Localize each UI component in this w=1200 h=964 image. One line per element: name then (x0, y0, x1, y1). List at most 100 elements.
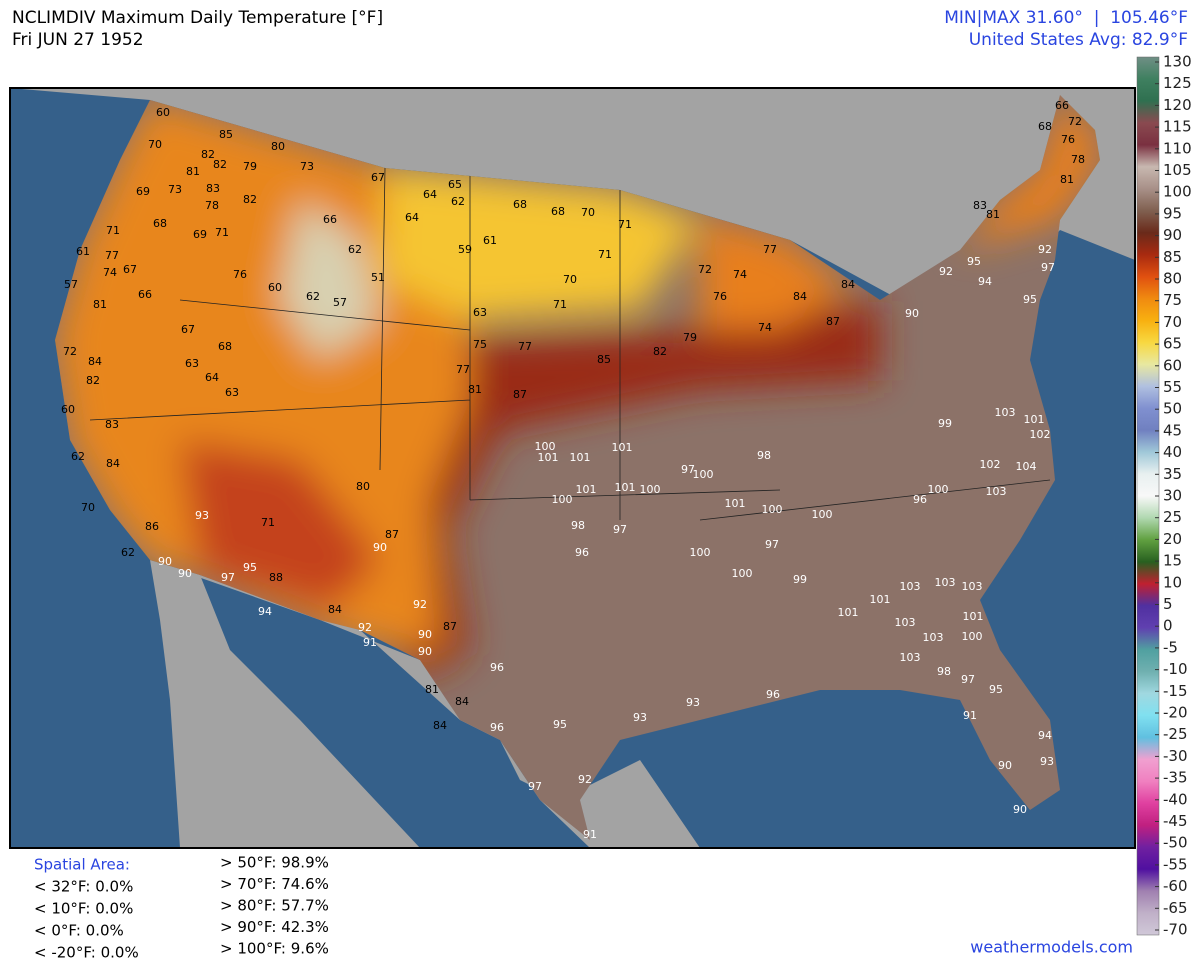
station-value: 71 (618, 218, 632, 231)
us-temperature-field (55, 95, 1100, 840)
station-value: 101 (538, 451, 559, 464)
station-value: 70 (581, 206, 595, 219)
station-value: 67 (181, 323, 195, 336)
station-value: 82 (243, 193, 257, 206)
station-value: 60 (61, 403, 75, 416)
station-value: 76 (713, 290, 727, 303)
station-value: 81 (986, 208, 1000, 221)
station-value: 91 (583, 828, 597, 841)
colorbar-label: -40 (1163, 790, 1188, 808)
station-value: 103 (962, 580, 983, 593)
colorbar-label: -25 (1163, 725, 1188, 743)
station-value: 104 (1016, 460, 1037, 473)
colorbar-label: 10 (1163, 573, 1182, 591)
station-value: 64 (423, 188, 437, 201)
station-value: 71 (598, 248, 612, 261)
station-value: 85 (219, 128, 233, 141)
station-value: 101 (1024, 413, 1045, 426)
colorbar-label: 90 (1163, 226, 1182, 244)
colorbar-label: 50 (1163, 400, 1182, 418)
station-value: 57 (64, 278, 78, 291)
station-value: 80 (271, 140, 285, 153)
station-value: 100 (690, 546, 711, 559)
colorbar-label: -15 (1163, 682, 1188, 700)
station-value: 51 (371, 271, 385, 284)
station-value: 103 (995, 406, 1016, 419)
station-value: 62 (451, 195, 465, 208)
station-value: 90 (905, 307, 919, 320)
colorbar-label: -20 (1163, 704, 1188, 722)
station-value: 87 (826, 315, 840, 328)
colorbar: 1301251201151101051009590858075706560555… (1136, 53, 1192, 939)
station-value: 68 (551, 205, 565, 218)
station-value: 86 (145, 520, 159, 533)
colorbar-label: 70 (1163, 313, 1182, 331)
stat-below: < -20°F: 0.0% (34, 944, 139, 961)
map-frame (9, 87, 1136, 849)
station-value: 83 (105, 418, 119, 431)
colorbar-label: 35 (1163, 465, 1182, 483)
station-value: 66 (323, 213, 337, 226)
colorbar-label: -50 (1163, 834, 1188, 852)
station-value: 81 (93, 298, 107, 311)
station-value: 66 (1055, 99, 1069, 112)
station-value: 83 (973, 199, 987, 212)
station-value: 97 (528, 780, 542, 793)
station-value: 100 (962, 630, 983, 643)
station-value: 68 (153, 217, 167, 230)
station-value: 93 (195, 509, 209, 522)
station-value: 100 (640, 483, 661, 496)
station-value: 64 (405, 211, 419, 224)
station-value: 101 (725, 497, 746, 510)
station-value: 99 (938, 417, 952, 430)
station-value: 76 (233, 268, 247, 281)
colorbar-label: 40 (1163, 443, 1182, 461)
colorbar-label: 110 (1163, 139, 1192, 157)
colorbar-label: 105 (1163, 161, 1192, 179)
station-value: 72 (63, 345, 77, 358)
colorbar-label: 80 (1163, 270, 1182, 288)
colorbar-label: 75 (1163, 291, 1182, 309)
station-value: 96 (490, 661, 504, 674)
station-value: 103 (986, 485, 1007, 498)
state-borders (89, 167, 1051, 521)
colorbar-label: -45 (1163, 812, 1188, 830)
station-value: 95 (989, 683, 1003, 696)
station-value: 61 (76, 245, 90, 258)
station-value: 94 (1038, 729, 1052, 742)
colorbar-label: 20 (1163, 530, 1182, 548)
station-value: 87 (513, 388, 527, 401)
station-value: 94 (258, 605, 272, 618)
stat-above: > 100°F: 9.6% (220, 940, 329, 958)
station-value: 84 (328, 603, 342, 616)
colorbar-label: 130 (1163, 53, 1192, 71)
date: Fri JUN 27 1952 (12, 30, 144, 50)
us-average: United States Avg: 82.9°F (969, 30, 1188, 50)
colorbar-label: 65 (1163, 335, 1182, 353)
station-value: 102 (980, 458, 1001, 471)
colorbar-label: -10 (1163, 660, 1188, 678)
station-value: 71 (261, 516, 275, 529)
station-value: 77 (456, 363, 470, 376)
station-value: 95 (553, 718, 567, 731)
station-value: 103 (900, 580, 921, 593)
station-value: 77 (763, 243, 777, 256)
mexico (150, 560, 420, 848)
station-value: 93 (686, 696, 700, 709)
station-value: 98 (937, 665, 951, 678)
station-value: 67 (123, 263, 137, 276)
station-value: 91 (963, 709, 977, 722)
colorbar-label: -65 (1163, 899, 1188, 917)
station-value: 94 (978, 275, 992, 288)
colorbar-label: -55 (1163, 855, 1188, 873)
station-value: 92 (939, 265, 953, 278)
station-value: 84 (88, 355, 102, 368)
colorbar-label: -5 (1163, 638, 1178, 656)
colorbar-label: 60 (1163, 356, 1182, 374)
stat-below: < 32°F: 0.0% (34, 878, 133, 896)
colorbar-label: -35 (1163, 769, 1188, 787)
station-value: 76 (1061, 133, 1075, 146)
credit: weathermodels.com (970, 938, 1133, 957)
